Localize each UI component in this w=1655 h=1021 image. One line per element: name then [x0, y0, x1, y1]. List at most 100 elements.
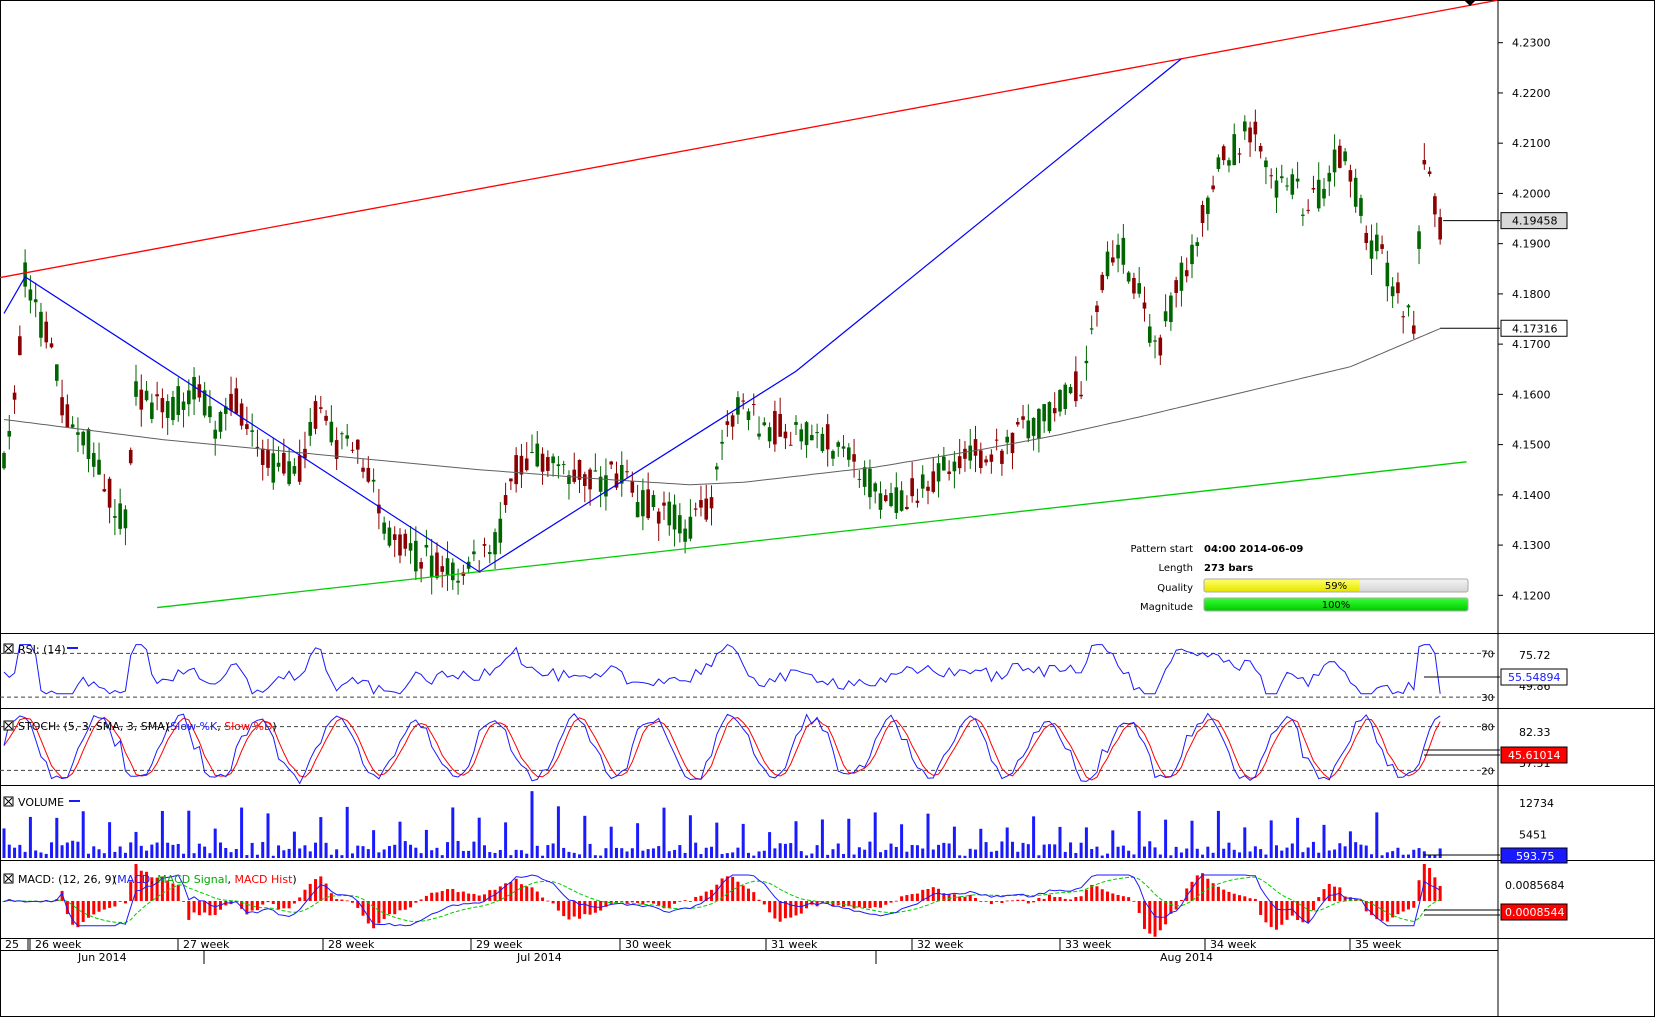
volume-bar — [1148, 841, 1152, 858]
macd-hist-bar — [773, 901, 777, 919]
volume-bar — [805, 855, 809, 858]
price-tick-label: 4.1600 — [1512, 388, 1551, 401]
candle-body — [229, 393, 233, 411]
candle-body — [1232, 134, 1237, 166]
macd-hist-bar — [1375, 901, 1379, 920]
macd-hist-bar — [1116, 894, 1120, 901]
price-tick-label: 4.1300 — [1512, 539, 1551, 552]
candle-body — [715, 466, 719, 470]
volume-bar — [187, 810, 191, 858]
volume-bar — [1253, 846, 1257, 858]
volume-bar — [1100, 855, 1104, 858]
macd-hist-bar — [699, 895, 703, 901]
candle-body — [498, 518, 503, 543]
volume-bar — [583, 815, 587, 858]
candle-body — [76, 432, 80, 435]
volume-bar — [915, 845, 919, 858]
candle-body — [963, 448, 967, 459]
macd-axis-value: 0.0085684 — [1505, 879, 1565, 892]
macd-hist-bar — [335, 899, 339, 901]
volume-bar — [277, 845, 281, 858]
volume-bar — [546, 845, 550, 858]
macd-hist-bar — [1037, 897, 1041, 901]
candle-body — [926, 486, 930, 491]
volume-bar — [1010, 841, 1014, 858]
price-tick-label: 4.1500 — [1512, 439, 1551, 452]
macd-hist-bar — [768, 901, 772, 913]
macd-hist-bar — [1364, 901, 1368, 912]
volume-bar — [1021, 842, 1025, 858]
week-label: 35 week — [1355, 938, 1402, 951]
macd-hist-bar — [340, 899, 344, 901]
volume-bar — [509, 855, 513, 858]
candle-body — [213, 429, 217, 439]
candle-body — [709, 497, 714, 509]
volume-bar — [86, 853, 90, 858]
volume-bar — [1280, 850, 1284, 858]
candle-body — [1121, 237, 1126, 265]
volume-bar — [298, 848, 302, 858]
macd-hist-bar — [1095, 886, 1099, 901]
volume-bar — [614, 847, 618, 858]
macd-hist-bar — [789, 901, 793, 918]
candle-body — [1037, 408, 1041, 439]
price-tick-label: 4.2200 — [1512, 87, 1551, 100]
price-tick-label: 4.1700 — [1512, 338, 1551, 351]
volume-bar — [873, 812, 877, 858]
candle-body — [509, 478, 513, 482]
candle-body — [1147, 326, 1152, 343]
volume-bar — [535, 845, 539, 858]
macd-legend-macd: MACD — [117, 873, 150, 886]
candle-body — [487, 552, 492, 555]
candle-body — [1111, 257, 1115, 263]
volume-bar — [446, 842, 450, 858]
candle-body — [86, 429, 91, 460]
macd-hist-bar — [1348, 897, 1352, 901]
candle-body — [889, 493, 893, 507]
macd-hist-bar — [1311, 901, 1315, 911]
volume-bar — [1311, 841, 1315, 858]
macd-hist-bar — [1137, 901, 1141, 913]
macd-hist-bar — [102, 901, 106, 910]
stoch-level-20: 20 — [1481, 766, 1494, 777]
volume-panel — [2, 791, 1442, 858]
candle-body — [1237, 153, 1242, 155]
macd-hist-bar — [403, 901, 407, 910]
week-label: 28 week — [328, 938, 375, 951]
volume-bar — [704, 847, 708, 858]
volume-bar — [39, 852, 43, 858]
volume-bar — [725, 853, 729, 858]
candle-body — [28, 289, 33, 301]
rsi-axis-value: 75.72 — [1519, 649, 1551, 662]
candle-body — [852, 454, 856, 462]
macd-hist-bar — [160, 876, 164, 901]
volume-bar — [1406, 854, 1410, 858]
candle-body — [308, 421, 313, 436]
candle-body — [2, 452, 6, 469]
volume-bar — [92, 846, 96, 858]
candle-body — [804, 422, 809, 446]
volume-bar — [65, 842, 69, 858]
volume-bar — [361, 846, 365, 858]
volume-bar — [1343, 846, 1347, 858]
week-label: 27 week — [183, 938, 230, 951]
candle-body — [1417, 231, 1421, 249]
macd-hist-bar — [1370, 901, 1374, 916]
macd-hist-bar — [1021, 899, 1025, 901]
volume-bar — [118, 846, 122, 858]
volume-bar — [1032, 816, 1036, 858]
macd-hist-bar — [746, 888, 750, 901]
volume-bar — [842, 853, 846, 858]
candle-body — [292, 466, 297, 474]
volume-bar — [366, 849, 370, 858]
macd-hist-bar — [583, 901, 587, 915]
volume-bar — [13, 847, 17, 858]
macd-hist-bar — [963, 896, 967, 901]
volume-bar — [245, 855, 249, 858]
candle-body — [440, 566, 445, 572]
rsi-line — [3, 643, 1441, 695]
volume-bar — [979, 828, 983, 858]
volume-bar — [213, 828, 217, 858]
volume-bar — [852, 854, 856, 858]
